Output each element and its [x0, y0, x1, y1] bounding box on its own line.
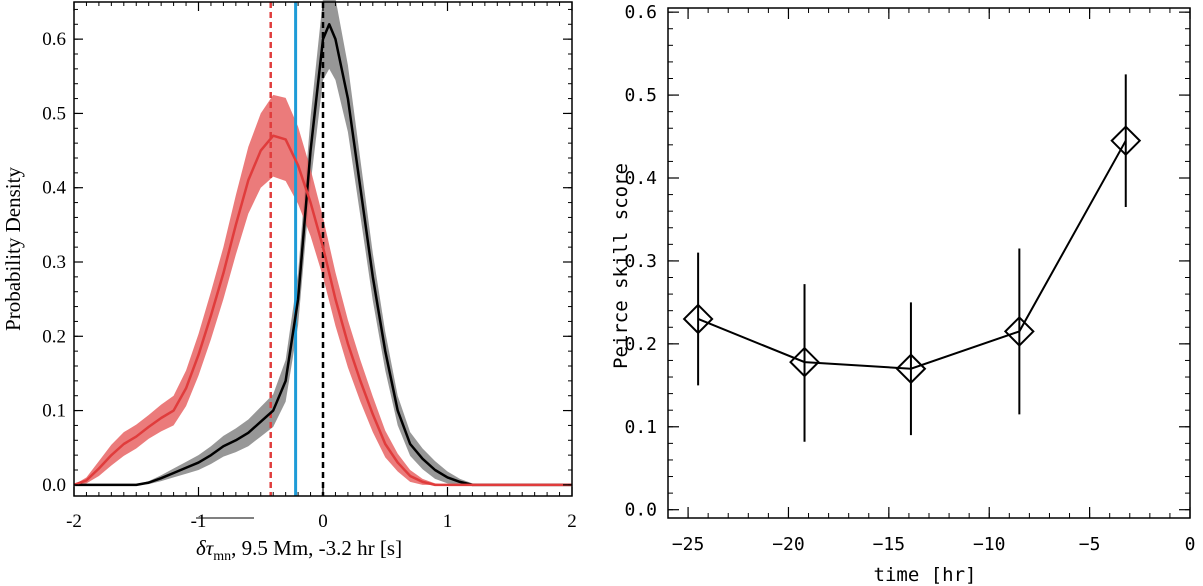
right-y-tick-label: 0.4 — [624, 168, 657, 189]
left-plot-frame — [73, 1, 573, 497]
right-y-tick-label: 0.2 — [624, 334, 657, 355]
left-tick-labels: -2 -1 0 1 2 0.0 0.1 0.2 0.3 0.4 0.5 0.6 — [42, 29, 577, 532]
left-x-tick-label: 2 — [567, 511, 577, 532]
left-y-tick-label: 0.4 — [42, 178, 66, 199]
right-markers — [682, 125, 1142, 385]
left-bands — [74, 0, 572, 485]
svg-text:δτmn, 9.5 Mm, -3.2 hr [s]: δτmn, 9.5 Mm, -3.2 hr [s] — [196, 536, 402, 564]
diamond-marker — [895, 353, 927, 385]
right-x-tick-label: −5 — [1079, 534, 1101, 555]
right-panel: −25 −20 −15 −10 −5 0 0.0 0.1 0.2 0.3 0.4 0.5 0.6 Pei… — [610, 2, 1195, 586]
right-x-tick-label: −15 — [873, 534, 906, 555]
left-y-tick-label: 0.5 — [42, 103, 66, 124]
diamond-marker — [789, 346, 820, 378]
right-ticks — [667, 8, 1191, 518]
right-y-tick-label: 0.3 — [624, 251, 657, 272]
right-series-line — [697, 140, 1127, 370]
right-errorbars — [697, 74, 1127, 442]
line-red — [73, 134, 572, 487]
left-x-tick-label: 0 — [318, 511, 328, 532]
left-x-tick-label: -2 — [66, 511, 82, 532]
left-y-tick-label: 0.0 — [42, 475, 66, 496]
right-plot-frame — [667, 7, 1191, 519]
left-x-axis-title: δτmn, 9.5 Mm, -3.2 hr [s] — [196, 517, 402, 564]
right-x-axis-title: time [hr] — [874, 564, 977, 586]
right-tick-labels: −25 −20 −15 −10 −5 0 0.0 0.1 0.2 0.3 0.4 0.5 0.6 — [624, 2, 1195, 555]
left-x-tick-label: 1 — [443, 511, 453, 532]
line-black — [74, 23, 572, 487]
left-y-tick-label: 0.2 — [42, 326, 66, 347]
right-y-tick-label: 0.0 — [624, 500, 657, 521]
left-lines — [73, 23, 572, 487]
right-x-tick-label: 0 — [1185, 534, 1196, 555]
left-y-tick-label: 0.3 — [42, 252, 66, 273]
right-y-axis-title: Peirce skill score — [610, 163, 632, 369]
diamond-marker — [682, 303, 714, 335]
right-x-tick-label: −20 — [772, 534, 805, 555]
diamond-marker — [1003, 316, 1035, 347]
left-x-axis-title-subscript: mn — [213, 549, 231, 564]
right-x-tick-label: −10 — [973, 534, 1006, 555]
left-y-tick-label: 0.6 — [42, 29, 66, 50]
left-y-axis-title: Probability Density — [1, 167, 25, 331]
diamond-marker — [1110, 125, 1142, 157]
left-x-axis-title-rest: , 9.5 Mm, -3.2 hr [s] — [231, 536, 402, 560]
right-y-tick-label: 0.1 — [624, 417, 657, 438]
band-red — [74, 94, 572, 485]
left-x-axis-title-symbol: δτ — [196, 536, 215, 560]
left-panel: -2 -1 0 1 2 0.0 0.1 0.2 0.3 0.4 0.5 0.6 Probability… — [1, 0, 577, 564]
right-y-tick-label: 0.6 — [624, 2, 657, 23]
left-x-tick-label: -1 — [191, 511, 207, 532]
left-y-tick-label: 0.1 — [42, 401, 66, 422]
right-x-tick-label: −25 — [672, 534, 705, 555]
right-y-tick-label: 0.5 — [624, 85, 657, 106]
